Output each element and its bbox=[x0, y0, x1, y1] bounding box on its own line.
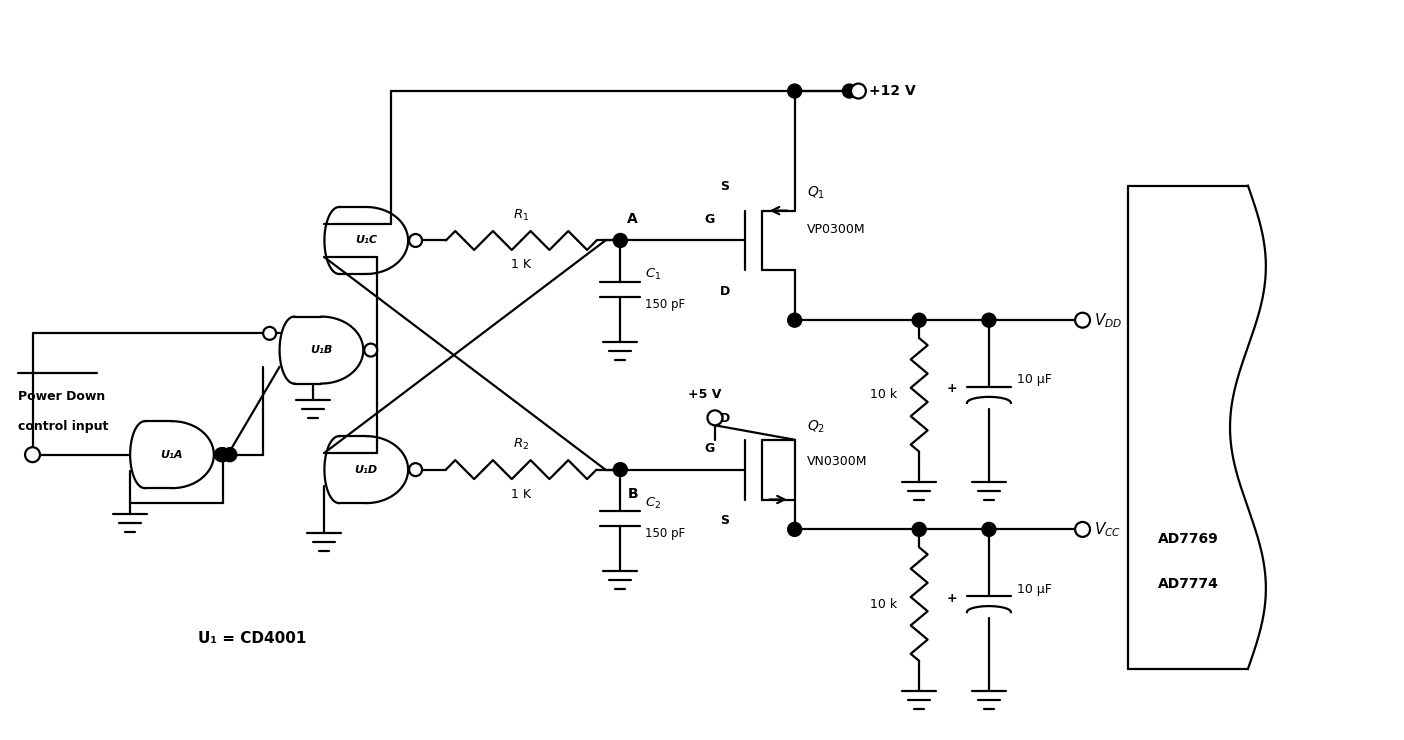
Text: +: + bbox=[946, 383, 958, 395]
Circle shape bbox=[409, 463, 423, 476]
Circle shape bbox=[708, 411, 723, 426]
Text: U₁D: U₁D bbox=[355, 465, 378, 474]
Text: B: B bbox=[628, 487, 637, 500]
Circle shape bbox=[842, 84, 856, 98]
Text: A: A bbox=[628, 212, 637, 226]
Text: $R_2$: $R_2$ bbox=[512, 437, 529, 451]
Text: Power Down: Power Down bbox=[18, 390, 105, 403]
Text: 10 k: 10 k bbox=[870, 598, 897, 610]
Text: G: G bbox=[705, 442, 715, 454]
Text: 150 pF: 150 pF bbox=[646, 527, 685, 540]
Text: U₁A: U₁A bbox=[160, 450, 184, 460]
Circle shape bbox=[913, 522, 927, 536]
Circle shape bbox=[614, 234, 628, 247]
Circle shape bbox=[216, 448, 230, 462]
Circle shape bbox=[409, 234, 423, 247]
Text: $C_2$: $C_2$ bbox=[646, 496, 661, 511]
Text: VP0300M: VP0300M bbox=[807, 223, 865, 235]
Circle shape bbox=[788, 313, 802, 327]
Text: 10 μF: 10 μF bbox=[1016, 374, 1052, 386]
Circle shape bbox=[788, 84, 802, 98]
Text: +12 V: +12 V bbox=[869, 84, 917, 98]
Text: 10 k: 10 k bbox=[870, 388, 897, 401]
Text: $Q_1$: $Q_1$ bbox=[807, 184, 824, 201]
Text: S: S bbox=[720, 514, 730, 528]
Circle shape bbox=[981, 522, 995, 536]
Text: AD7769: AD7769 bbox=[1158, 532, 1219, 546]
Circle shape bbox=[981, 313, 995, 327]
Text: $C_1$: $C_1$ bbox=[646, 267, 661, 282]
Text: AD7774: AD7774 bbox=[1158, 577, 1219, 591]
Circle shape bbox=[913, 313, 927, 327]
Text: 1 K: 1 K bbox=[511, 258, 531, 272]
Text: $Q_2$: $Q_2$ bbox=[807, 418, 824, 435]
Text: U₁C: U₁C bbox=[355, 235, 378, 246]
Text: 10 μF: 10 μF bbox=[1016, 582, 1052, 596]
Text: +: + bbox=[946, 592, 958, 605]
Text: VN0300M: VN0300M bbox=[807, 454, 868, 468]
Circle shape bbox=[364, 343, 378, 357]
Circle shape bbox=[223, 448, 237, 462]
Text: S: S bbox=[720, 180, 730, 192]
Text: 1 K: 1 K bbox=[511, 488, 531, 500]
Text: +5 V: +5 V bbox=[688, 388, 722, 401]
Text: D: D bbox=[720, 411, 730, 425]
Circle shape bbox=[263, 327, 277, 340]
Text: $R_1$: $R_1$ bbox=[512, 207, 529, 223]
Circle shape bbox=[851, 84, 866, 98]
Circle shape bbox=[1075, 522, 1090, 537]
Text: control input: control input bbox=[18, 420, 108, 433]
Text: $V_{CC}$: $V_{CC}$ bbox=[1094, 520, 1120, 539]
Circle shape bbox=[1075, 313, 1090, 328]
Text: $V_{DD}$: $V_{DD}$ bbox=[1094, 311, 1122, 329]
Text: U₁B: U₁B bbox=[310, 345, 333, 355]
Text: 150 pF: 150 pF bbox=[646, 297, 685, 311]
Text: D: D bbox=[720, 286, 730, 298]
Circle shape bbox=[788, 522, 802, 536]
Circle shape bbox=[215, 448, 227, 461]
Text: G: G bbox=[705, 212, 715, 226]
Circle shape bbox=[25, 447, 39, 462]
Circle shape bbox=[614, 462, 628, 477]
Text: U₁ = CD4001: U₁ = CD4001 bbox=[198, 631, 306, 647]
